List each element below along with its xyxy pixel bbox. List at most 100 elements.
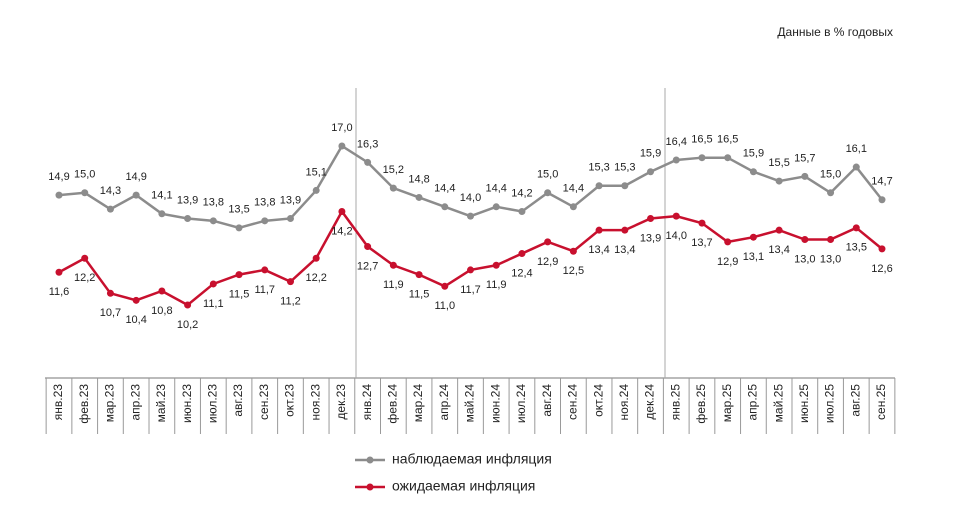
x-tick-label: фев.24 — [386, 384, 400, 424]
data-label: 17,0 — [331, 122, 352, 134]
data-label: 11,5 — [229, 289, 250, 301]
data-label: 11,5 — [409, 289, 430, 301]
x-tick-label: июл.23 — [205, 384, 219, 423]
x-tick-label: окт.24 — [591, 384, 605, 417]
data-point — [749, 233, 757, 241]
data-point — [801, 172, 809, 180]
data-point — [106, 205, 114, 213]
data-label: 13,0 — [820, 253, 841, 265]
data-label: 11,7 — [254, 284, 275, 296]
data-label: 12,5 — [563, 265, 584, 277]
data-point — [106, 289, 114, 297]
data-label: 12,4 — [511, 267, 532, 279]
data-point — [647, 214, 655, 222]
data-point — [672, 212, 680, 220]
data-label: 16,5 — [691, 134, 712, 146]
data-point — [415, 193, 423, 201]
data-label: 13,4 — [588, 244, 609, 256]
data-label: 14,9 — [48, 171, 69, 183]
data-label: 13,7 — [691, 237, 712, 249]
data-label: 14,2 — [511, 187, 532, 199]
data-point — [184, 301, 192, 309]
data-point — [698, 219, 706, 227]
data-label: 11,0 — [434, 300, 455, 312]
data-point — [286, 278, 294, 286]
data-point — [415, 271, 423, 279]
data-point — [55, 191, 63, 199]
data-point — [132, 191, 140, 199]
x-tick-label: окт.23 — [283, 384, 297, 417]
x-tick-label: июн.25 — [797, 384, 811, 423]
data-label: 15,9 — [640, 148, 661, 160]
data-label: 15,1 — [305, 166, 326, 178]
data-label: 13,9 — [280, 194, 301, 206]
data-point — [312, 254, 320, 262]
data-point — [338, 207, 346, 215]
legend-label: наблюдаемая инфляция — [392, 451, 552, 467]
data-point — [852, 163, 860, 171]
data-point — [338, 142, 346, 150]
data-label: 15,2 — [383, 164, 404, 176]
data-point — [569, 247, 577, 255]
data-point — [724, 154, 732, 162]
data-label: 15,9 — [743, 148, 764, 160]
x-tick-label: май.24 — [463, 384, 477, 423]
x-tick-label: сен.24 — [566, 384, 580, 420]
data-label: 16,5 — [717, 134, 738, 146]
data-point — [389, 184, 397, 192]
data-point — [467, 266, 474, 274]
data-label: 12,9 — [717, 256, 738, 268]
data-label: 13,9 — [177, 194, 198, 206]
data-label: 13,8 — [254, 197, 275, 209]
data-label: 13,4 — [614, 244, 635, 256]
x-tick-label: авг.24 — [540, 384, 554, 417]
data-point — [261, 266, 269, 274]
x-tick-label: ноя.24 — [617, 384, 631, 421]
data-point — [775, 226, 783, 234]
data-point — [389, 261, 397, 269]
data-label: 14,4 — [563, 183, 584, 195]
data-label: 11,2 — [280, 296, 301, 308]
x-tick-label: янв.24 — [360, 384, 374, 421]
data-point — [878, 245, 886, 253]
data-label: 11,6 — [49, 286, 70, 298]
data-label: 12,2 — [74, 272, 95, 284]
data-point — [775, 177, 783, 185]
data-label: 14,9 — [125, 171, 146, 183]
data-point — [364, 243, 372, 251]
data-label: 14,0 — [460, 192, 481, 204]
data-label: 11,9 — [383, 279, 404, 291]
x-tick-label: ноя.23 — [308, 384, 322, 421]
data-point — [209, 280, 217, 288]
x-tick-label: мар.25 — [720, 384, 734, 423]
data-label: 11,1 — [203, 298, 224, 310]
data-point — [81, 189, 89, 197]
data-point — [235, 271, 243, 279]
data-label: 15,7 — [794, 152, 815, 164]
data-point — [878, 196, 886, 204]
x-tick-label: май.23 — [154, 384, 168, 423]
data-point — [184, 214, 192, 222]
x-tick-label: янв.25 — [668, 384, 682, 421]
x-tick-label: июн.23 — [180, 384, 194, 423]
data-point — [827, 236, 835, 244]
x-tick-label: апр.24 — [437, 384, 451, 421]
legend-marker — [366, 456, 374, 464]
data-point — [544, 238, 552, 246]
data-label: 15,0 — [820, 169, 841, 181]
data-label: 13,4 — [768, 244, 789, 256]
data-point — [698, 154, 706, 162]
x-tick-label: авг.25 — [848, 384, 862, 417]
x-tick-label: мар.24 — [411, 384, 425, 423]
data-label: 10,4 — [125, 314, 146, 326]
data-point — [441, 203, 449, 211]
data-point — [518, 250, 526, 258]
data-label: 15,0 — [537, 169, 558, 181]
x-tick-label: фев.23 — [77, 384, 91, 424]
data-label: 12,6 — [871, 263, 892, 275]
data-point — [621, 226, 629, 234]
x-tick-label: сен.23 — [257, 384, 271, 420]
data-point — [209, 217, 217, 225]
x-tick-label: дек.23 — [334, 384, 348, 420]
